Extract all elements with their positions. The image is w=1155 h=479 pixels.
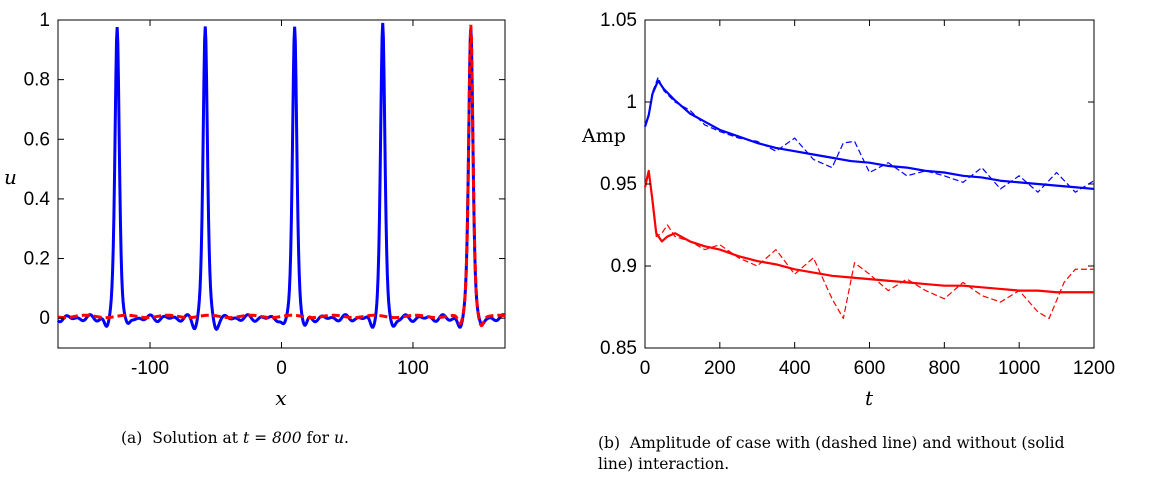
caption-b-line1: (b) Amplitude of case with (dashed line)… (598, 433, 1150, 454)
caption-b-label: (b) (598, 434, 621, 452)
panel-b-y-tick-label: 1 (626, 92, 637, 113)
caption-a-math: t = 800 (242, 429, 302, 447)
panel-b-x-tick-label: 1200 (1073, 358, 1115, 379)
panel-a-series-blue-line (56, 22, 507, 332)
caption-a-label: (a) (121, 429, 143, 447)
panel-a-series-red-line (57, 24, 506, 328)
caption-b-line2: line) interaction. (598, 455, 730, 473)
panel-a-y-tick-label: 0 (39, 308, 50, 329)
panel-b-x-axis-label: t (865, 386, 874, 410)
panel-a-x-axis-label: x (275, 386, 286, 410)
panel-b-x-tick-label: 600 (854, 358, 886, 379)
panel-a-x-tick-label: 0 (276, 358, 287, 379)
panel-b-red-dashed-line (644, 170, 1094, 320)
panel-a-y-tick-label: 0.6 (24, 129, 50, 150)
panel-b-red-solid-line (643, 169, 1094, 294)
panel-b-x-tick-label: 0 (640, 358, 651, 379)
caption-a-end: . (343, 429, 349, 447)
panel-a-plot-frame (57, 19, 506, 349)
panel-b-x-tick-label: 1000 (998, 358, 1040, 379)
panel-b-y-axis-label: Amp (581, 125, 626, 147)
panel-b-x-tick-label: 800 (928, 358, 960, 379)
panel-a-chart: 0 0.2 0.4 0.6 0.8 1 -100 0 100 x u (4, 10, 507, 410)
panel-a-y-tick-label: 0.4 (24, 189, 51, 210)
panel-b-caption: (b) Amplitude of case with (dashed line)… (598, 433, 1150, 475)
panel-a-caption: (a) Solution at t = 800 for u. (121, 428, 451, 449)
panel-a-y-tick-label: 1 (39, 10, 50, 31)
panel-a-y-axis-label: u (4, 165, 17, 189)
caption-a-var: u (333, 429, 344, 447)
panel-b-blue-solid-line (643, 79, 1095, 191)
panel-a-y-tick-label: 0.2 (24, 249, 50, 270)
caption-b-line1-text: Amplitude of case with (dashed line) and… (629, 434, 1065, 452)
panel-a-x-tick-label: -100 (131, 358, 169, 379)
panel-b-y-tick-label: 1.05 (600, 10, 637, 31)
panel-b-y-tick-label: 0.9 (611, 256, 637, 277)
caption-a-suffix: for (306, 429, 330, 447)
caption-a-text: Solution at (152, 429, 238, 447)
panel-b-chart: 0.85 0.9 0.95 1 1.05 0 200 400 600 800 1000 1200 t… (581, 10, 1115, 410)
panel-b-x-tick-label: 400 (779, 358, 811, 379)
panel-a-y-tick-label: 0.8 (24, 70, 50, 91)
panel-a-x-tick-label: 100 (397, 358, 429, 379)
panel-b-y-tick-label: 0.85 (600, 338, 637, 359)
panel-b-x-tick-label: 200 (704, 358, 736, 379)
panel-b-blue-dashed-line (644, 76, 1095, 193)
panel-b-y-tick-label: 0.95 (600, 174, 637, 195)
